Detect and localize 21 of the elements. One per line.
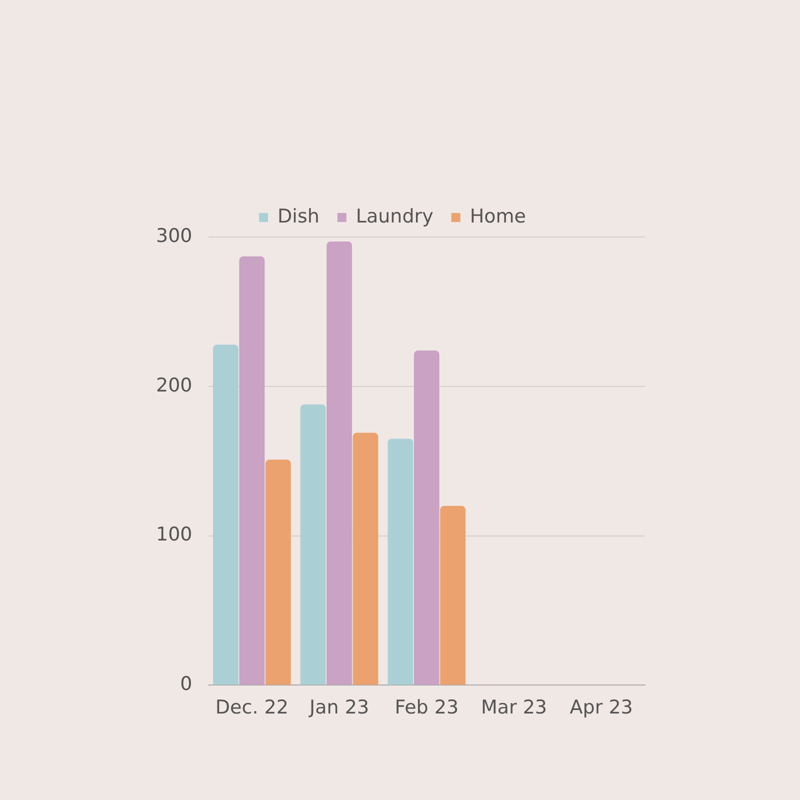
- bar: [388, 438, 414, 685]
- bar: [440, 506, 466, 685]
- bar: [352, 432, 378, 685]
- bar: [213, 344, 238, 685]
- legend-label: Laundry: [356, 205, 434, 228]
- bar: [265, 460, 291, 685]
- x-tick-label: Feb 23: [394, 696, 459, 719]
- x-tick-label: Mar 23: [480, 696, 548, 719]
- bar: [300, 404, 326, 685]
- x-tick-label: Apr 23: [570, 696, 633, 719]
- legend-label: Dish: [278, 205, 320, 228]
- y-tick-label: 0: [180, 673, 192, 696]
- legend-label: Home: [470, 205, 526, 228]
- x-tick-label: Dec. 22: [215, 696, 288, 719]
- y-tick-label: 200: [156, 374, 192, 396]
- bar: [326, 241, 352, 685]
- y-tick-label: 100: [156, 524, 192, 546]
- bar: [239, 256, 265, 685]
- x-tick-label: Jan 23: [308, 696, 370, 719]
- bar: [414, 350, 440, 685]
- y-tick-label: 300: [156, 224, 192, 247]
